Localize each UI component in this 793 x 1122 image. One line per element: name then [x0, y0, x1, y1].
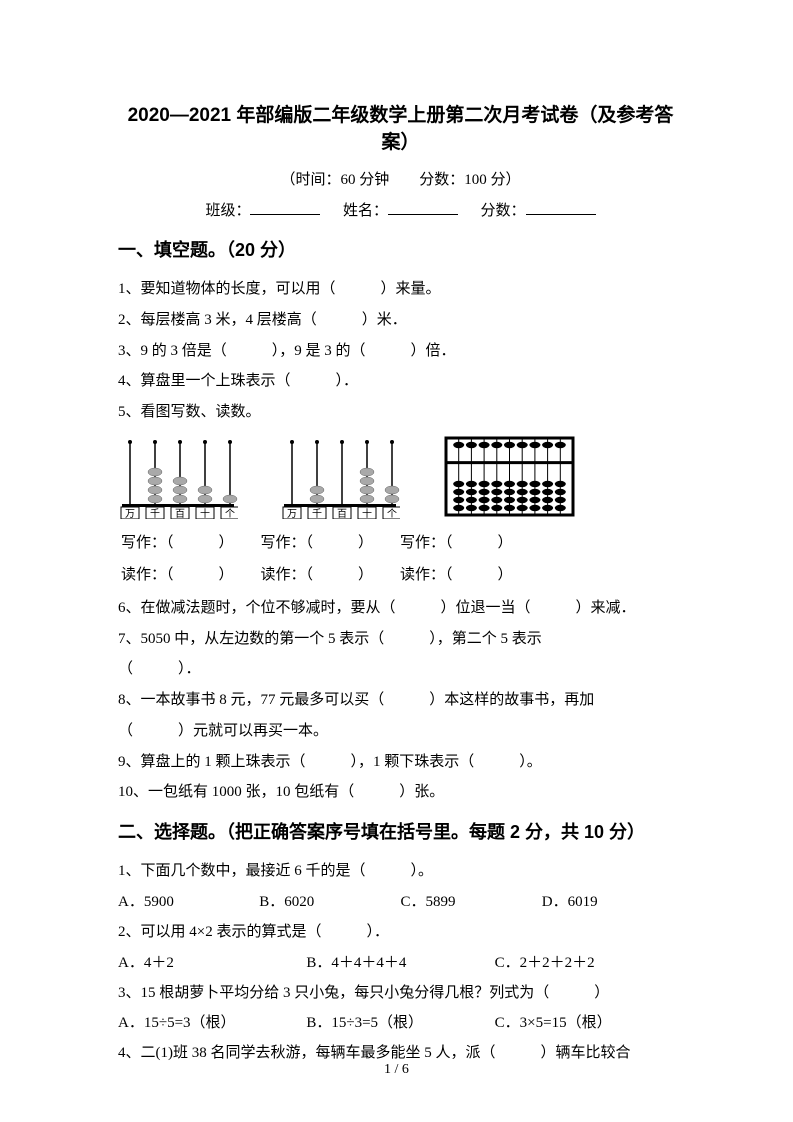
q1-4: 4、算盘里一个上珠表示（ ）． — [118, 366, 683, 397]
q2-1-c: C．5899 — [401, 887, 542, 917]
q2-1-b: B．6020 — [259, 887, 400, 917]
q2-3-c: C．3×5=15（根） — [495, 1008, 683, 1038]
q1-8a: 8、一本故事书 8 元，77 元最多可以买（ ）本这样的故事书，再加 — [118, 685, 683, 716]
exam-time-score: （时间：60 分钟 分数：100 分） — [118, 168, 683, 189]
q2-3-options: A．15÷5=3（根） B．15÷3=5（根） C．3×5=15（根） — [118, 1008, 683, 1038]
q2-2-options: A．4＋2 B．4＋4＋4＋4 C．2＋2＋2＋2 — [118, 948, 683, 978]
svg-text:百: 百 — [337, 508, 347, 519]
q1-6: 6、在做减法题时，个位不够减时，要从（ ）位退一当（ ）来减． — [118, 593, 683, 624]
q2-1-a: A．5900 — [118, 887, 259, 917]
svg-text:千: 千 — [312, 508, 322, 519]
meta-row: 班级： 姓名： 分数： — [118, 199, 683, 220]
class-label: 班级： — [205, 203, 250, 219]
q1-7b: （ ）． — [118, 654, 683, 685]
q2-3: 3、15 根胡萝卜平均分给 3 只小兔，每只小兔分得几根？列式为（ ） — [118, 978, 683, 1009]
abacus-1: 万千百十个 — [118, 434, 238, 524]
svg-text:千: 千 — [150, 508, 160, 519]
q1-9: 9、算盘上的 1 颗上珠表示（ ），1 颗下珠表示（ ）。 — [118, 747, 683, 778]
abacus-2-svg: 万千百十个 — [280, 434, 400, 519]
svg-text:十: 十 — [200, 507, 210, 519]
q1-7a: 7、5050 中，从左边数的第一个 5 表示（ ），第二个 5 表示 — [118, 624, 683, 655]
score-label: 分数： — [481, 203, 526, 219]
q2-3-a: A．15÷5=3（根） — [118, 1008, 306, 1038]
svg-text:十: 十 — [362, 507, 372, 519]
section-2-heading: 二、选择题。（把正确答案序号填在括号里。每题 2 分，共 10 分） — [118, 818, 683, 844]
q1-5: 5、看图写数、读数。 — [118, 397, 683, 428]
read-3: 读作：（ ） — [399, 560, 537, 591]
q2-2-b: B．4＋4＋4＋4 — [306, 948, 494, 978]
table-row: 写作：（ ） 写作：（ ） 写作：（ ） — [120, 528, 537, 559]
abacus-3-svg — [442, 434, 577, 519]
read-1: 读作：（ ） — [120, 560, 258, 591]
q1-8b: （ ）元就可以再买一本。 — [118, 716, 683, 747]
section-1-heading: 一、填空题。（20 分） — [118, 236, 683, 262]
read-2: 读作：（ ） — [260, 560, 398, 591]
abacus-2: 万千百十个 — [280, 434, 400, 524]
q2-2: 2、可以用 4×2 表示的算式是（ ）． — [118, 917, 683, 948]
q1-2: 2、每层楼高 3 米，4 层楼高（ ）米． — [118, 305, 683, 336]
svg-text:万: 万 — [287, 509, 297, 519]
q2-1: 1、下面几个数中，最接近 6 千的是（ ）。 — [118, 856, 683, 887]
name-label: 姓名： — [343, 203, 388, 219]
abacus-3 — [442, 434, 577, 524]
class-blank[interactable] — [250, 199, 320, 215]
svg-text:万: 万 — [125, 509, 135, 519]
page-footer: 1 / 6 — [0, 1062, 793, 1078]
q2-2-a: A．4＋2 — [118, 948, 306, 978]
write-2: 写作：（ ） — [260, 528, 398, 559]
svg-text:个: 个 — [225, 508, 235, 519]
abacus-1-svg: 万千百十个 — [118, 434, 238, 519]
score-blank[interactable] — [526, 199, 596, 215]
svg-text:百: 百 — [175, 508, 185, 519]
q2-3-b: B．15÷3=5（根） — [306, 1008, 494, 1038]
exam-title: 2020—2021 年部编版二年级数学上册第二次月考试卷（及参考答案） — [118, 100, 683, 154]
table-row: 读作：（ ） 读作：（ ） 读作：（ ） — [120, 560, 537, 591]
q2-1-options: A．5900 B．6020 C．5899 D．6019 — [118, 887, 683, 917]
q2-1-d: D．6019 — [542, 887, 683, 917]
q1-1: 1、要知道物体的长度，可以用（ ）来量。 — [118, 274, 683, 305]
svg-text:个: 个 — [387, 508, 397, 519]
name-blank[interactable] — [388, 199, 458, 215]
q1-3: 3、9 的 3 倍是（ ），9 是 3 的（ ）倍． — [118, 336, 683, 367]
q2-2-c: C．2＋2＋2＋2 — [495, 948, 683, 978]
write-3: 写作：（ ） — [399, 528, 537, 559]
write-read-table: 写作：（ ） 写作：（ ） 写作：（ ） 读作：（ ） 读作：（ ） 读作：（ … — [118, 526, 539, 593]
write-1: 写作：（ ） — [120, 528, 258, 559]
q1-10: 10、一包纸有 1000 张，10 包纸有（ ）张。 — [118, 777, 683, 808]
abacus-row: 万千百十个 万千百十个 — [118, 434, 683, 524]
